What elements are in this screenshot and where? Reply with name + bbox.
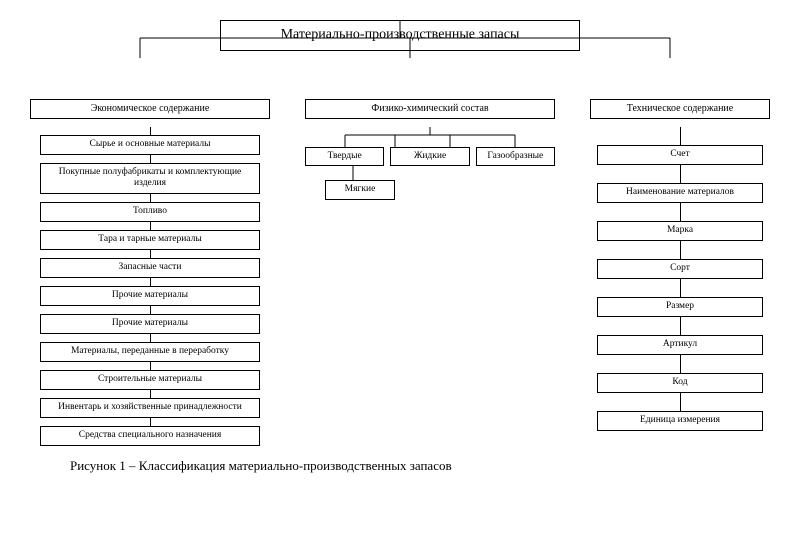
list-item: Прочие материалы [40, 286, 261, 306]
branch-head-physchem: Физико-химический состав [305, 99, 555, 119]
list-item: Тара и тарные материалы [40, 230, 261, 250]
list-item: Топливо [40, 202, 261, 222]
list-item: Наименование материалов [597, 183, 763, 203]
branch-head-technical: Техническое содержание [590, 99, 770, 119]
economic-items: Сырье и основные материалы Покупные полу… [30, 127, 270, 446]
figure-caption: Рисунок 1 – Классификация материально-пр… [30, 458, 770, 474]
branch-technical: Техническое содержание Счет Наименование… [590, 99, 770, 446]
branches-row: Экономическое содержание Сырье и основны… [30, 99, 770, 446]
list-item: Инвентарь и хозяйственные принадлежности [40, 398, 261, 418]
list-item: Покупные полуфабрикаты и комплектующие и… [40, 163, 261, 194]
technical-items: Счет Наименование материалов Марка Сорт … [590, 127, 770, 431]
list-item: Сорт [597, 259, 763, 279]
physchem-connectors [305, 127, 555, 147]
list-item: Счет [597, 145, 763, 165]
physchem-row: Твердые Жидкие Газообразные [305, 147, 555, 166]
list-item: Марка [597, 221, 763, 241]
list-item: Артикул [597, 335, 763, 355]
list-item: Размер [597, 297, 763, 317]
list-item: Код [597, 373, 763, 393]
list-item: Твердые [305, 147, 384, 166]
list-item: Средства специального назначения [40, 426, 261, 446]
root-node: Материально-производственные запасы [220, 20, 580, 51]
physchem-extra-connector [305, 166, 555, 180]
classification-diagram: Материально-производственные запасы Экон… [30, 20, 770, 474]
list-item: Газообразные [476, 147, 555, 166]
list-item: Сырье и основные материалы [40, 135, 261, 155]
branch-economic: Экономическое содержание Сырье и основны… [30, 99, 270, 446]
list-item: Запасные части [40, 258, 261, 278]
branch-head-economic: Экономическое содержание [30, 99, 270, 119]
list-item: Единица измерения [597, 411, 763, 431]
list-item: Строительные материалы [40, 370, 261, 390]
list-item: Прочие материалы [40, 314, 261, 334]
list-item: Материалы, переданные в переработку [40, 342, 261, 362]
list-item: Мягкие [325, 180, 395, 199]
list-item: Жидкие [390, 147, 469, 166]
branch-physchem: Физико-химический состав Твердые Жидкие … [305, 99, 555, 446]
